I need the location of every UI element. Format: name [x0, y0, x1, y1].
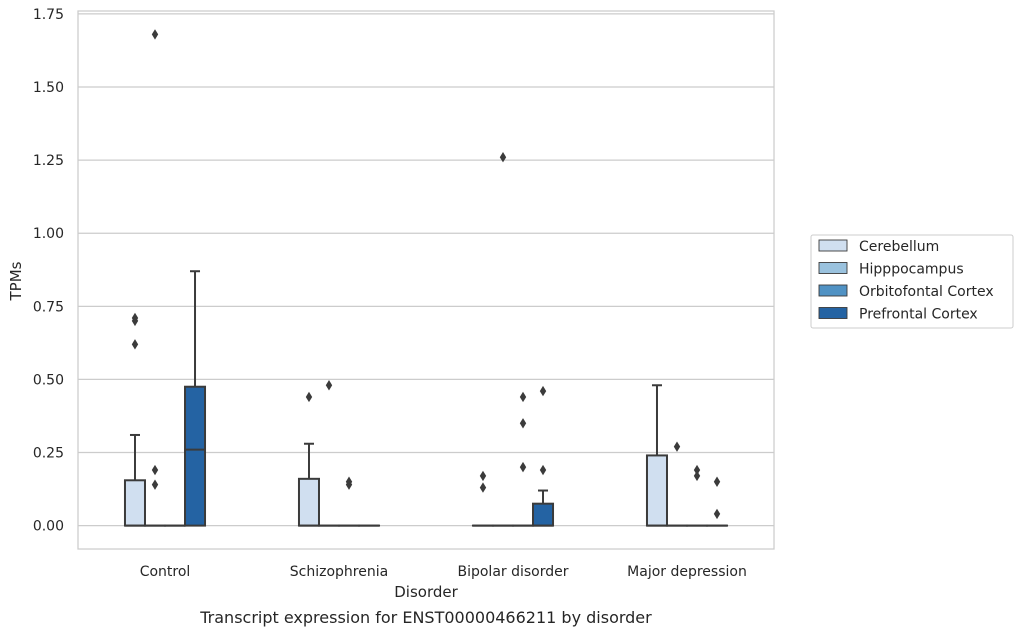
x-axis-label: Disorder [394, 583, 458, 601]
outlier-point [713, 508, 721, 520]
box-iqr [297, 477, 320, 527]
box-hipppocampus [491, 151, 514, 527]
legend-swatch [818, 284, 848, 297]
outlier-point [539, 464, 547, 476]
outlier-point [345, 479, 353, 490]
y-tick-label: 1.75 [33, 7, 64, 23]
box-marks [123, 29, 729, 527]
box-cerebellum [645, 384, 668, 527]
chart-caption: Transcript expression for ENST0000046621… [199, 608, 652, 627]
box-prefrontal-cortex [184, 270, 207, 527]
box-iqr [123, 479, 146, 527]
y-tick-label: 1.25 [33, 153, 64, 169]
outlier-point [693, 470, 701, 482]
y-tick-label: 0.25 [33, 446, 64, 462]
box-cerebellum [471, 470, 494, 527]
legend: Cerebellum Hipppocampus Orbitofontal Corte… [810, 234, 1014, 329]
y-tick-label: 1.50 [33, 80, 64, 96]
x-tick-label: Schizophrenia [290, 564, 388, 580]
legend-swatch [818, 239, 848, 252]
box-hipppocampus [143, 29, 167, 527]
outlier-point [131, 339, 139, 350]
outlier-point [479, 470, 487, 482]
legend-swatch [818, 307, 848, 319]
x-tick-label: Bipolar disorder [457, 564, 568, 580]
box-orbitofontal-cortex [338, 476, 361, 527]
y-tick-label: 0.00 [33, 519, 64, 535]
x-tick-label: Control [140, 564, 191, 580]
legend-box [810, 234, 1014, 329]
box-prefrontal-cortex [532, 385, 555, 527]
outlier-point [479, 482, 487, 493]
legend-label: Prefrontal Cortex [859, 307, 978, 323]
outlier-point [151, 479, 159, 490]
box-iqr [645, 454, 668, 527]
plot-area-frame [77, 10, 775, 550]
box-orbitofontal-cortex [686, 464, 709, 527]
x-axis-ticks: Control Schizophrenia Bipolar disorder Majo… [140, 564, 747, 580]
outlier-point [693, 464, 701, 476]
outlier-point [519, 418, 527, 429]
outlier-point [519, 461, 527, 473]
y-axis-ticks: 0.00 0.25 0.50 0.75 1.00 1.25 1.50 1.75 [33, 7, 64, 535]
outlier-point [713, 476, 721, 487]
y-tick-label: 1.00 [33, 226, 64, 242]
y-tick-label: 0.75 [33, 299, 64, 315]
x-tick-label: Major depression [627, 564, 747, 580]
outlier-point [151, 464, 159, 476]
legend-label: Cerebellum [859, 239, 939, 255]
grid-lines [78, 13, 774, 527]
box-iqr [532, 502, 555, 527]
outlier-point [519, 391, 527, 403]
box-orbitofontal-cortex [512, 391, 535, 527]
legend-label: Orbitofontal Cortex [859, 284, 994, 300]
outlier-point [499, 151, 507, 163]
legend-swatch [818, 262, 848, 274]
legend-label: Hipppocampus [859, 262, 964, 278]
box-iqr [184, 385, 207, 527]
outlier-point [131, 315, 139, 327]
outlier-point [673, 441, 681, 452]
y-axis-label: TPMs [7, 261, 25, 301]
outlier-point [151, 29, 159, 40]
y-tick-label: 0.50 [33, 372, 64, 388]
box-cerebellum [123, 312, 146, 527]
box-cerebellum [297, 391, 320, 527]
outlier-point [305, 391, 313, 403]
box-prefrontal-cortex [706, 476, 729, 527]
box-hipppocampus [665, 441, 688, 527]
outlier-point [325, 380, 333, 391]
outlier-point [539, 385, 547, 397]
